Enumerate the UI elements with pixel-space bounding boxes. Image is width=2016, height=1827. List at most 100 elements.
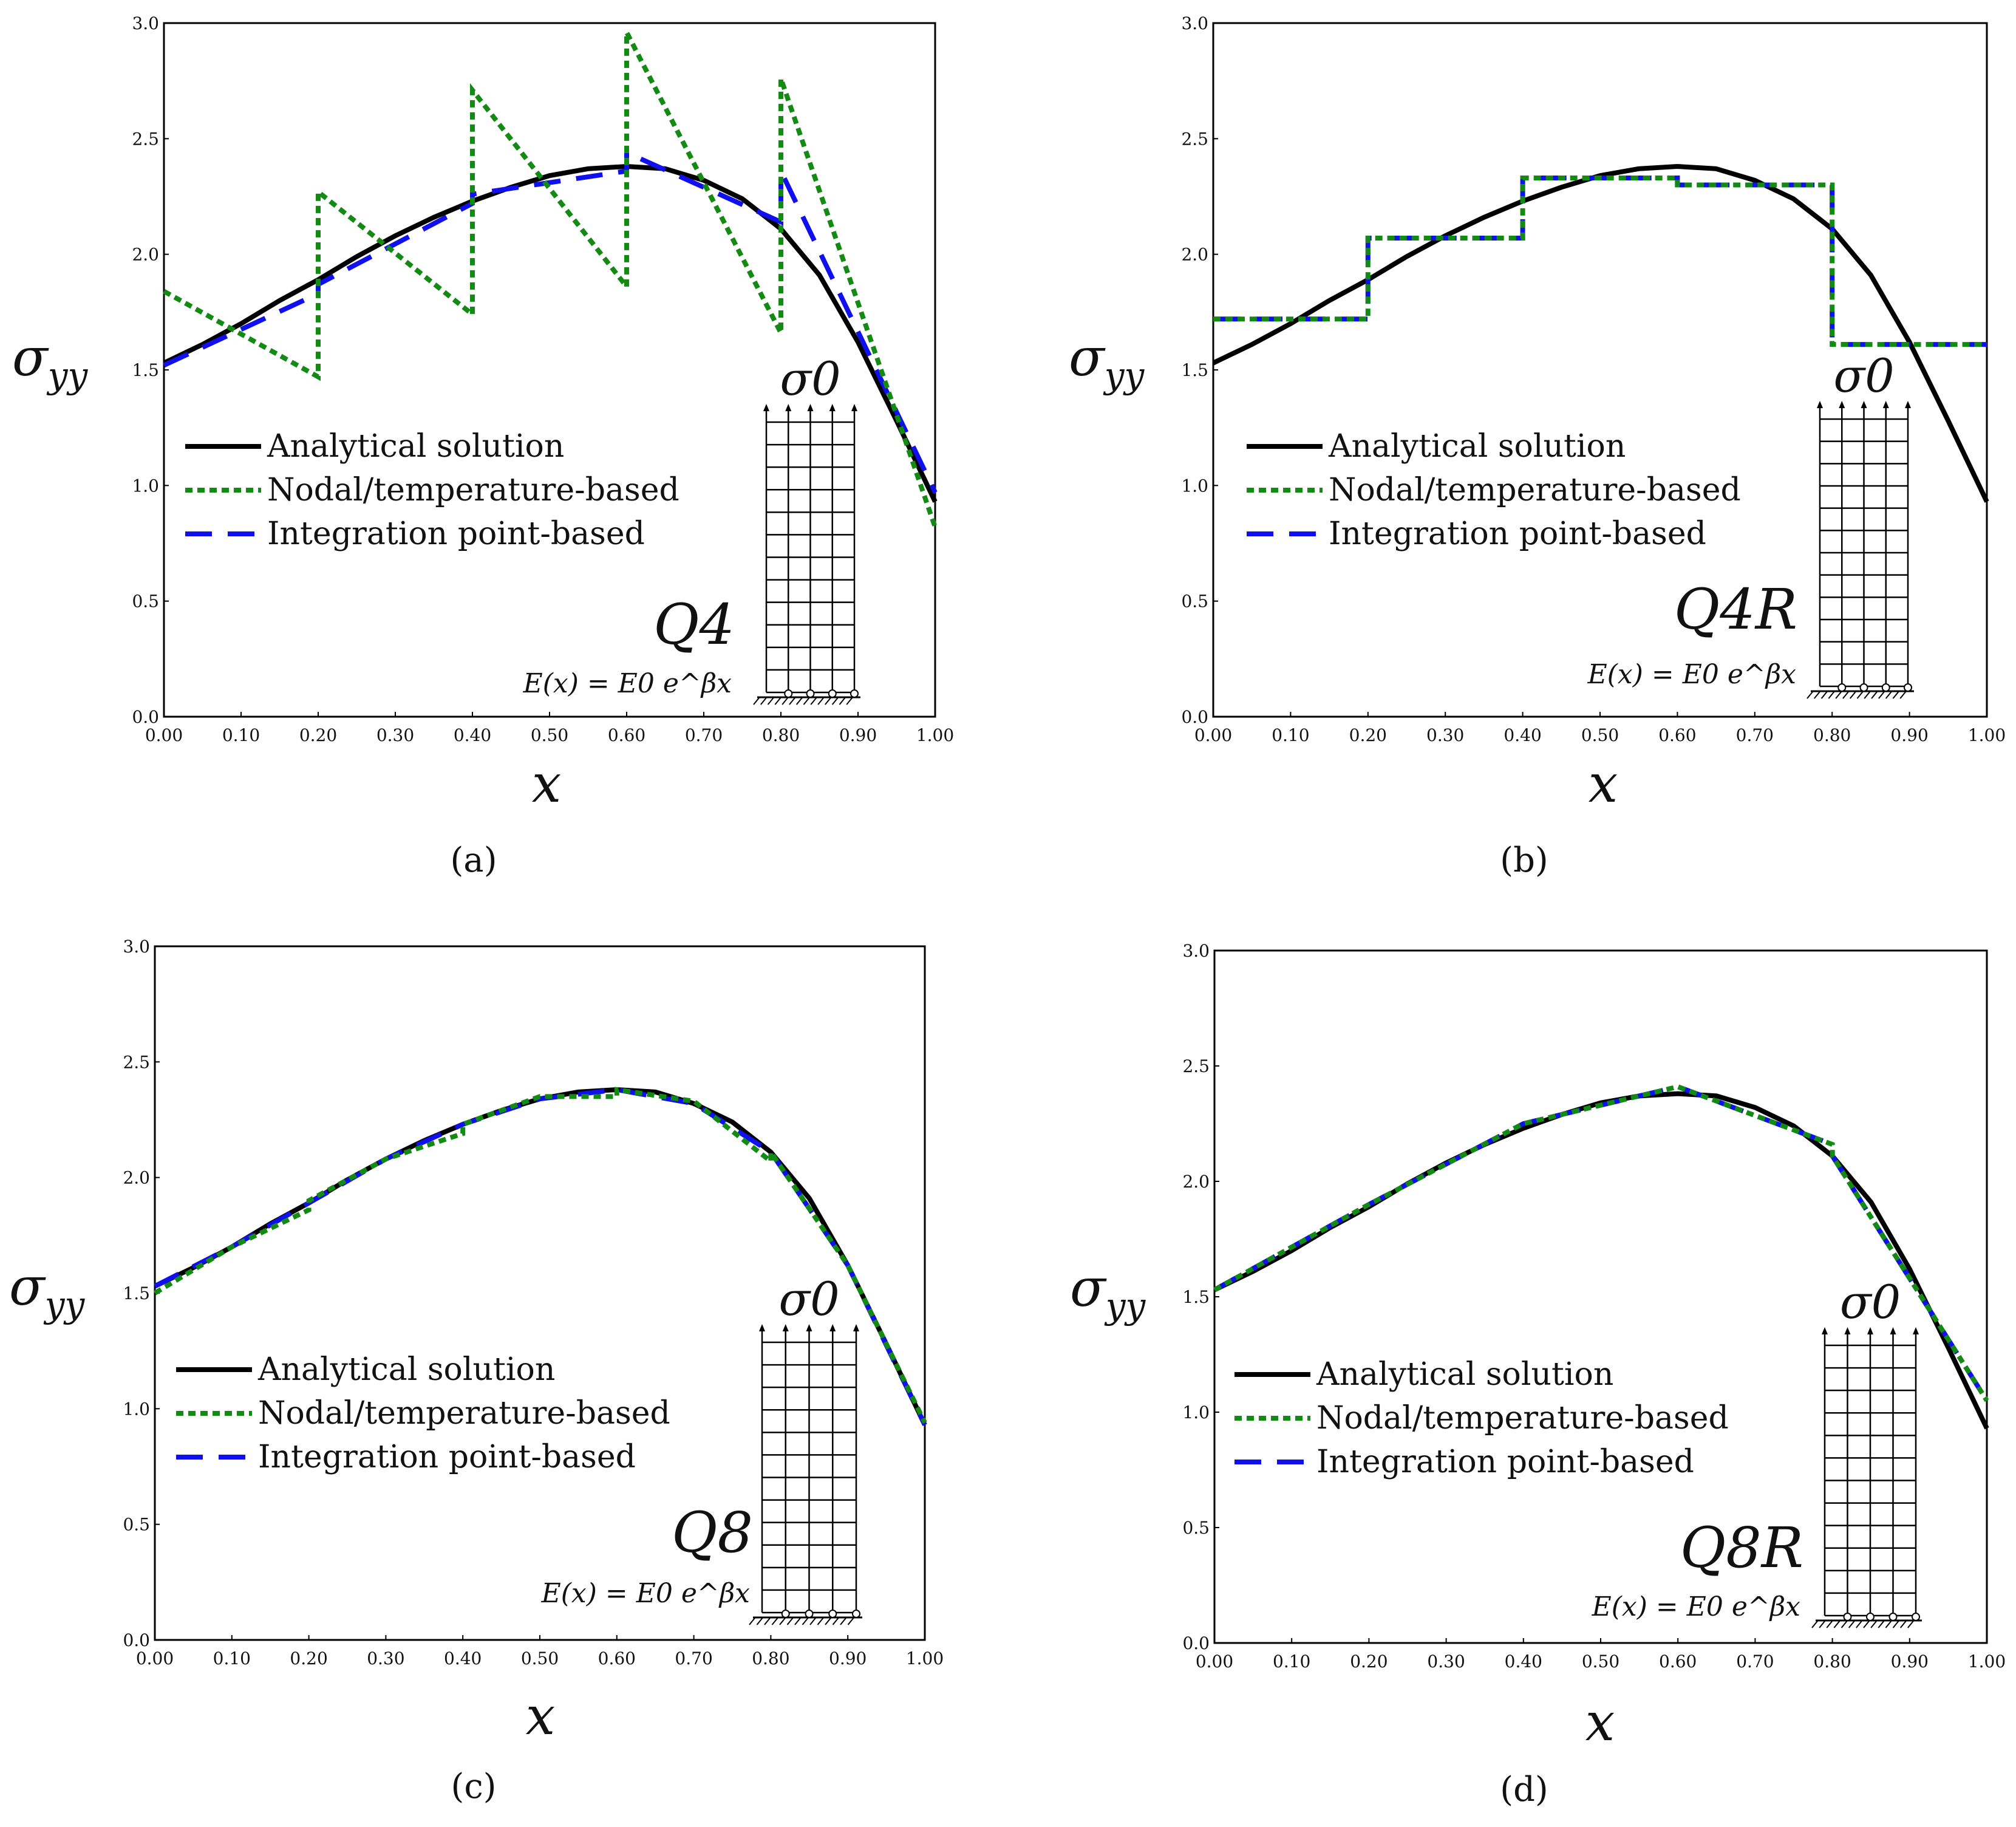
- roller-support-icon: [784, 689, 793, 698]
- y-tick-label: 2.5: [1181, 129, 1208, 149]
- x-tick-label: 0.10: [213, 1648, 251, 1668]
- panel-caption: (d): [1500, 1770, 1548, 1809]
- load-arrowhead-icon: [1839, 401, 1845, 408]
- support-hatch: [802, 1617, 809, 1625]
- support-hatch: [1826, 1620, 1833, 1628]
- y-tick-label: 0.0: [123, 1630, 150, 1650]
- y-tick-label: 1.0: [132, 476, 159, 496]
- support-hatch: [831, 697, 839, 705]
- roller-support-icon: [1866, 1613, 1875, 1621]
- support-hatch: [1878, 1620, 1885, 1628]
- load-arrowhead-icon: [1867, 1327, 1873, 1334]
- roller-support-icon: [852, 1610, 860, 1618]
- x-tick-label: 1.00: [906, 1648, 944, 1668]
- load-arrowhead-icon: [785, 404, 792, 411]
- x-tick-label: 0.30: [1426, 725, 1464, 745]
- roller-support-icon: [850, 689, 859, 698]
- y-axis-label: σyy: [1070, 1258, 1146, 1327]
- support-hatch: [832, 1617, 839, 1625]
- load-arrowhead-icon: [759, 1324, 765, 1331]
- x-tick-label: 0.00: [1196, 1651, 1233, 1672]
- x-tick-label: 0.70: [1736, 725, 1774, 745]
- support-hatch: [1856, 1620, 1862, 1628]
- y-tick-label: 2.5: [1182, 1056, 1210, 1076]
- x-tick-label: 0.70: [1736, 1651, 1774, 1672]
- y-tick-label: 0.0: [1181, 707, 1208, 727]
- load-label: σ0: [778, 1272, 839, 1326]
- x-tick-label: 0.10: [1272, 725, 1309, 745]
- support-hatch: [839, 697, 846, 705]
- support-hatch: [771, 1617, 778, 1625]
- series-nodal: [163, 31, 938, 528]
- support-hatch: [1835, 691, 1842, 699]
- x-tick-label: 0.20: [1350, 1651, 1388, 1672]
- chart-panel-a: 0.00 0.10 0.20 0.30 0.40 0.50 0.60 0.70 0.80 0.90…: [12, 13, 954, 880]
- legend-label-nodal: Nodal/temperature-based: [1329, 472, 1741, 508]
- series-analytical: [163, 163, 938, 503]
- load-arrowhead-icon: [829, 1324, 836, 1331]
- load-arrowhead-icon: [763, 404, 769, 411]
- y-tick-label: 2.5: [123, 1052, 150, 1072]
- x-tick-label: 0.80: [1813, 725, 1851, 745]
- x-tick-label: 0.00: [1194, 725, 1232, 745]
- series-nodal: [1213, 1084, 1989, 1402]
- load-arrowhead-icon: [1861, 401, 1867, 408]
- support-hatch: [779, 1617, 786, 1625]
- x-tick-label: 0.60: [1659, 1651, 1697, 1672]
- legend-label-integration: Integration point-based: [1329, 516, 1706, 552]
- y-axis-label-subscript: yy: [1104, 1285, 1146, 1327]
- series-integration: [163, 149, 938, 494]
- x-tick-label: 0.70: [685, 725, 723, 745]
- y-axis-label-main: σ: [1069, 327, 1106, 388]
- y-tick-label: 0.0: [132, 707, 159, 727]
- support-hatch: [1871, 691, 1878, 699]
- support-hatch: [1885, 1620, 1892, 1628]
- element-type-label: Q8R: [1680, 1515, 1803, 1580]
- x-tick-label: 0.00: [145, 725, 183, 745]
- x-tick-label: 0.20: [290, 1648, 327, 1668]
- support-hatch: [1878, 691, 1885, 699]
- y-axis-label-subscript: yy: [46, 355, 89, 396]
- support-hatch: [1856, 691, 1864, 699]
- support-hatch: [1892, 1620, 1899, 1628]
- legend-label-integration: Integration point-based: [1316, 1444, 1694, 1480]
- support-hatch: [782, 697, 788, 705]
- roller-support-icon: [1837, 683, 1847, 692]
- roller-support-icon: [806, 689, 815, 698]
- support-hatch: [817, 697, 824, 705]
- roller-support-icon: [828, 689, 837, 698]
- roller-support-icon: [828, 1610, 837, 1618]
- x-tick-label: 0.90: [839, 725, 877, 745]
- x-tick-label: 0.50: [1582, 1651, 1619, 1672]
- load-arrowhead-icon: [829, 404, 836, 411]
- roller-support-icon: [1904, 683, 1912, 692]
- x-tick-label: 0.50: [1581, 725, 1619, 745]
- support-hatch: [1864, 691, 1871, 699]
- panel-caption: (a): [450, 841, 497, 880]
- roller-support-icon: [1859, 683, 1868, 692]
- x-tick-label: 1.00: [1968, 725, 2006, 745]
- x-tick-label: 0.90: [1891, 1651, 1929, 1672]
- x-tick-label: 0.20: [1349, 725, 1387, 745]
- mesh-inset: σ0: [1811, 1275, 1922, 1628]
- x-tick-label: 0.60: [598, 1648, 636, 1668]
- x-tick-label: 0.40: [1503, 725, 1541, 745]
- support-hatch: [1849, 691, 1856, 699]
- modulus-formula: E(x) = E0 e^βx: [523, 668, 732, 699]
- x-tick-label: 0.40: [454, 725, 491, 745]
- y-tick-label: 2.0: [1182, 1172, 1210, 1192]
- mesh-inset: σ0: [1807, 349, 1914, 699]
- x-tick-label: 0.40: [444, 1648, 482, 1668]
- load-label: σ0: [1833, 349, 1894, 403]
- load-label: σ0: [1840, 1275, 1901, 1329]
- legend-label-analytical: Analytical solution: [267, 428, 564, 465]
- modulus-formula: E(x) = E0 e^βx: [1592, 1591, 1801, 1622]
- support-hatch: [1814, 691, 1820, 699]
- legend-label-integration: Integration point-based: [267, 516, 645, 552]
- y-tick-label: 0.5: [132, 592, 159, 612]
- legend-label-nodal: Nodal/temperature-based: [1316, 1400, 1729, 1436]
- support-hatch: [840, 1617, 846, 1625]
- support-hatch: [753, 697, 760, 705]
- roller-support-icon: [1881, 683, 1890, 692]
- y-tick-label: 1.0: [1181, 476, 1208, 496]
